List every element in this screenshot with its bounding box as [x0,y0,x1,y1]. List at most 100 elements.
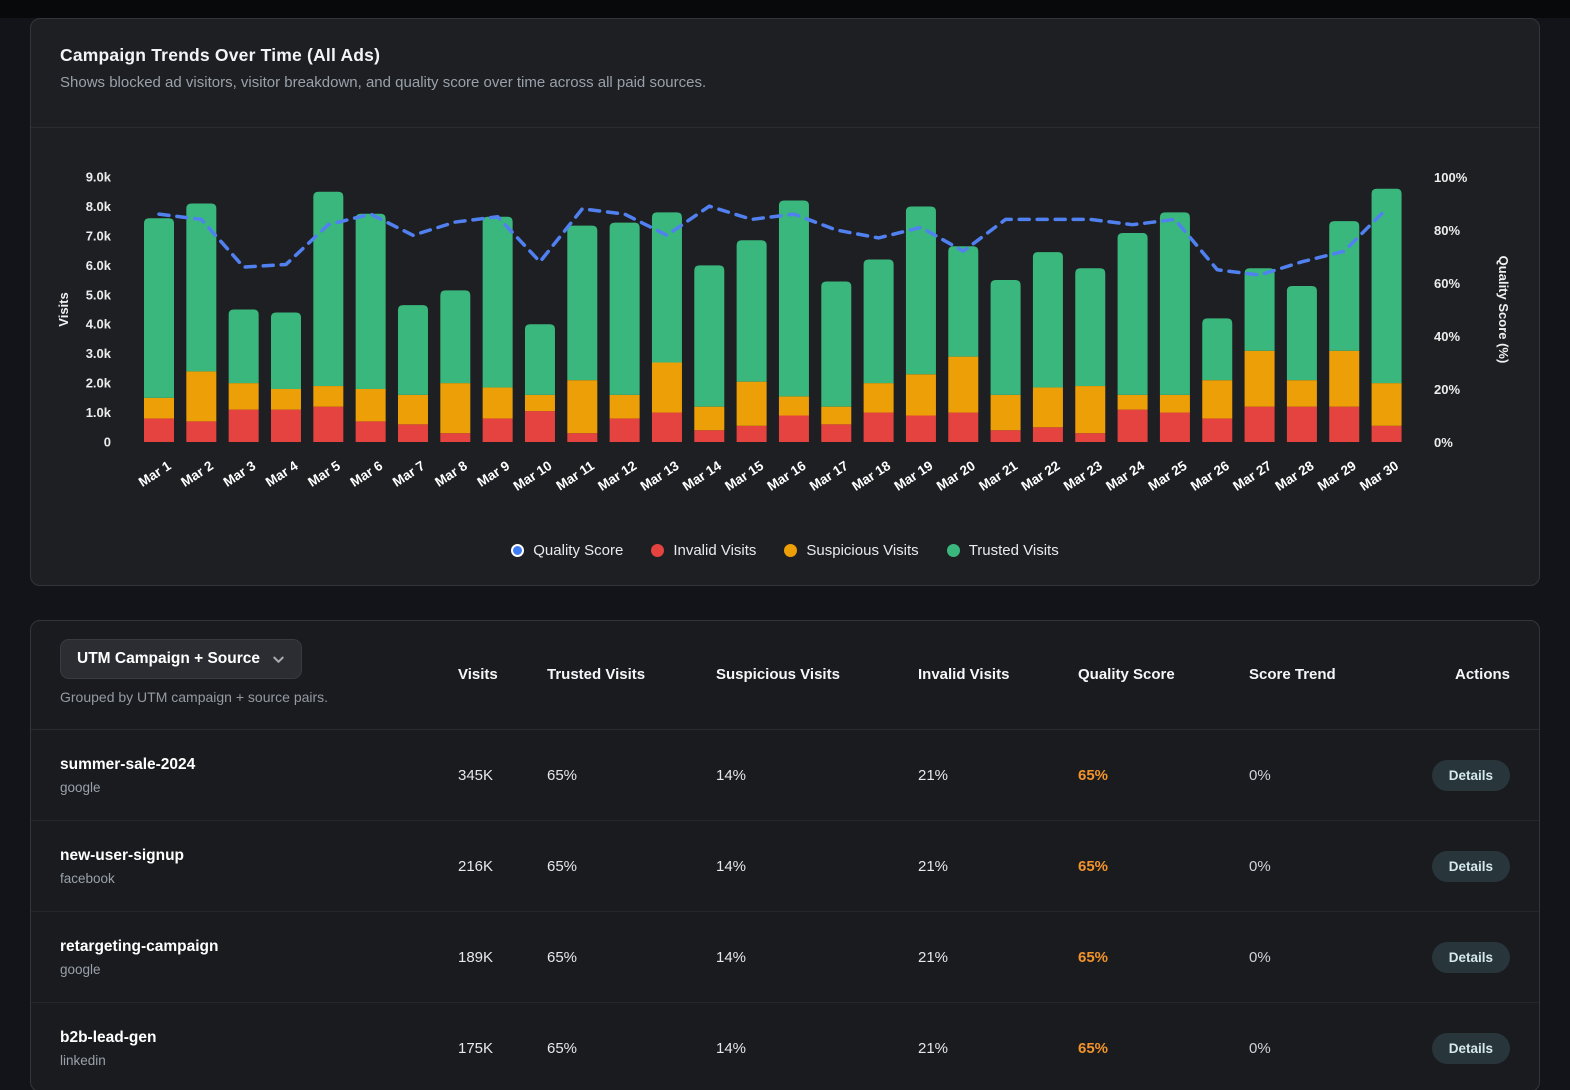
quality-score-value: 65% [1078,1039,1109,1057]
svg-text:Mar 19: Mar 19 [892,458,936,494]
campaign-name: new-user-signup [60,846,185,864]
svg-text:100%: 100% [1434,170,1468,185]
svg-text:Mar 7: Mar 7 [390,458,428,490]
chart-region: 0 1.0k 2.0k 3.0k 4.0k 5.0k 6.0k 7.0k 8.0k 9.0k Vis… [31,128,1539,585]
suspicious-visits-value: 14% [716,857,747,875]
score-trend-value: 0% [1249,766,1271,784]
trusted-visits-dot-icon [946,544,960,557]
legend-item-invalid-visits[interactable]: Invalid Visits [651,542,756,559]
legend-label: Trusted Visits [968,542,1059,559]
svg-text:80%: 80% [1434,223,1460,238]
campaign-source: google [60,961,101,977]
table-row: retargeting-campaign google 189K 65% 14%… [31,912,1539,1003]
svg-text:Mar 30: Mar 30 [1357,458,1401,494]
svg-text:Mar 28: Mar 28 [1272,458,1316,494]
trends-chart-svg: 0 1.0k 2.0k 3.0k 4.0k 5.0k 6.0k 7.0k 8.0k 9.0k Vis… [56,170,1511,494]
table-row: new-user-signup facebook 216K 65% 14% 21… [31,821,1539,912]
invalid-visits-value: 21% [918,766,949,784]
quality-score-value: 65% [1078,857,1109,875]
column-header-quality-score: Quality Score [1078,666,1175,683]
svg-text:20%: 20% [1434,382,1460,397]
svg-text:Mar 2: Mar 2 [178,458,216,490]
trusted-visits-value: 65% [547,857,578,875]
campaign-trends-card: Campaign Trends Over Time (All Ads) Show… [30,18,1540,586]
svg-text:0: 0 [104,435,111,450]
svg-text:Mar 23: Mar 23 [1061,458,1105,494]
svg-text:0%: 0% [1434,435,1453,450]
trusted-visits-value: 65% [547,1039,578,1057]
score-trend-value: 0% [1249,1039,1271,1057]
quality-score-value: 65% [1078,766,1109,784]
column-header-visits: Visits [458,666,498,683]
visits-value: 345K [458,766,494,784]
visits-value: 175K [458,1039,494,1057]
svg-text:1.0k: 1.0k [86,405,112,420]
svg-text:Mar 27: Mar 27 [1230,458,1274,494]
chart-legend: Quality Score Invalid Visits Suspicious … [31,542,1539,559]
group-caption: Grouped by UTM campaign + source pairs. [60,689,329,705]
legend-item-suspicious-visits[interactable]: Suspicious Visits [784,542,919,559]
svg-text:6.0k: 6.0k [86,258,112,273]
svg-text:Mar 8: Mar 8 [432,458,470,490]
legend-label: Quality Score [533,542,624,559]
legend-item-quality-score[interactable]: Quality Score [511,542,623,559]
svg-text:Quality Score (%): Quality Score (%) [1496,256,1511,364]
suspicious-visits-dot-icon [784,544,798,557]
invalid-visits-value: 21% [918,1039,949,1057]
svg-text:Mar 21: Mar 21 [976,458,1020,494]
actions-cell: Details [1429,941,1510,973]
svg-text:Mar 4: Mar 4 [263,458,301,490]
campaign-table-card: UTM Campaign + Source Grouped by UTM cam… [30,620,1540,1090]
svg-text:Mar 10: Mar 10 [511,458,555,494]
svg-text:Mar 3: Mar 3 [221,458,259,490]
svg-text:Mar 18: Mar 18 [849,458,893,494]
campaign-source: facebook [60,870,115,886]
column-header-score-trend: Score Trend [1249,666,1336,683]
svg-text:Mar 25: Mar 25 [1146,458,1190,494]
table-header-row: UTM Campaign + Source Grouped by UTM cam… [31,621,1539,730]
svg-text:Mar 20: Mar 20 [934,458,978,494]
svg-text:40%: 40% [1434,329,1460,344]
svg-text:Mar 26: Mar 26 [1188,458,1232,494]
svg-text:Mar 29: Mar 29 [1315,458,1359,494]
column-header-actions: Actions [1454,666,1510,683]
invalid-visits-value: 21% [918,948,949,966]
table-body: summer-sale-2024 google 345K 65% 14% 21%… [31,730,1539,1090]
details-button[interactable]: Details [1431,759,1510,791]
table-row: summer-sale-2024 google 345K 65% 14% 21%… [31,730,1539,821]
suspicious-visits-value: 14% [716,1039,747,1057]
group-by-dropdown[interactable]: UTM Campaign + Source [60,639,303,679]
svg-text:Mar 6: Mar 6 [348,458,386,490]
legend-label: Suspicious Visits [806,542,919,559]
svg-text:5.0k: 5.0k [86,287,112,302]
svg-text:Mar 1: Mar 1 [136,458,174,490]
suspicious-visits-value: 14% [716,766,747,784]
legend-label: Invalid Visits [673,542,757,559]
score-trend-value: 0% [1249,857,1271,875]
svg-text:Mar 12: Mar 12 [595,458,639,494]
column-header-trusted-visits: Trusted Visits [547,666,646,683]
campaign-name: summer-sale-2024 [60,755,196,773]
chart-header: Campaign Trends Over Time (All Ads) Show… [31,19,1539,128]
campaign-source: linkedin [60,1052,106,1068]
svg-text:60%: 60% [1434,276,1460,291]
legend-item-trusted-visits[interactable]: Trusted Visits [946,542,1059,559]
column-header-invalid-visits: Invalid Visits [918,666,1010,683]
svg-text:Mar 17: Mar 17 [807,458,851,494]
campaign-cell: retargeting-campaign google [60,938,458,977]
details-button[interactable]: Details [1431,850,1510,882]
details-button[interactable]: Details [1431,1032,1510,1064]
chart-subtitle: Shows blocked ad visitors, visitor break… [60,74,707,91]
details-button[interactable]: Details [1431,941,1510,973]
trusted-visits-value: 65% [547,948,578,966]
visits-value: 189K [458,948,494,966]
table-row: b2b-lead-gen linkedin 175K 65% 14% 21% 6… [31,1003,1539,1090]
chart-title: Campaign Trends Over Time (All Ads) [60,45,381,65]
svg-text:Mar 16: Mar 16 [765,458,809,494]
svg-text:Mar 5: Mar 5 [305,458,343,490]
svg-text:8.0k: 8.0k [86,199,112,214]
svg-text:Mar 22: Mar 22 [1019,458,1063,494]
trusted-visits-value: 65% [547,766,578,784]
svg-text:Mar 14: Mar 14 [680,458,724,494]
invalid-visits-value: 21% [918,857,949,875]
